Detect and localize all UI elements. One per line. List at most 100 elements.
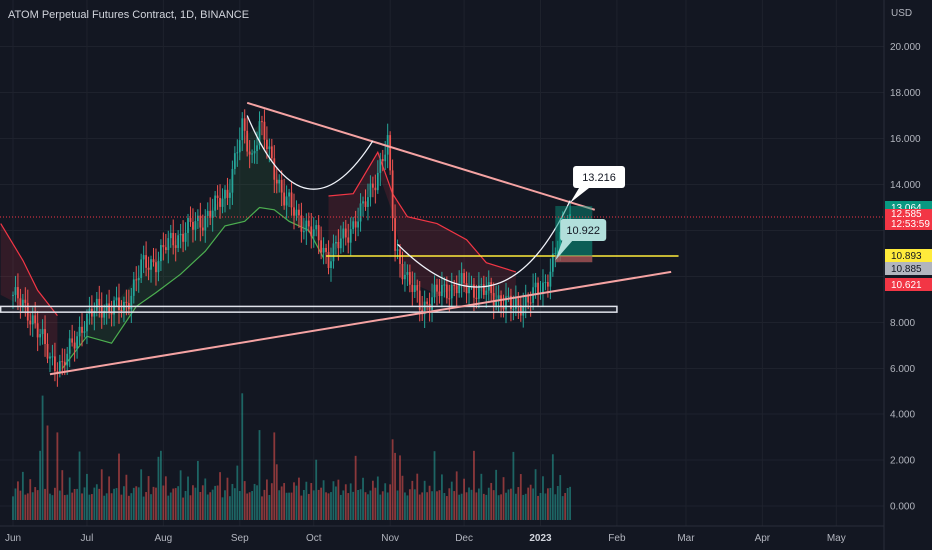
candle-body <box>285 196 288 206</box>
candle-body <box>95 298 98 311</box>
candle-body <box>206 210 209 216</box>
volume-bar <box>157 456 160 520</box>
candle-body <box>194 221 197 230</box>
candle-body <box>514 298 517 309</box>
volume-bar <box>216 485 219 520</box>
candle-body <box>330 261 332 269</box>
volume-bar <box>226 477 229 520</box>
volume-bar <box>34 487 37 520</box>
candle-body <box>512 308 515 310</box>
candle-body <box>312 229 315 237</box>
volume-bar <box>468 487 470 520</box>
price-scale: 20.000 18.000 16.000 14.000 8.000 6.000 4.000 2… <box>885 42 932 513</box>
volume-bar <box>391 439 394 520</box>
volume-bar <box>54 487 56 520</box>
volume-bar <box>310 483 313 520</box>
volume-bar <box>455 471 458 520</box>
candle-body <box>44 329 46 345</box>
volume-bar <box>320 487 323 520</box>
candle-body <box>455 285 458 294</box>
price-tick-label: 6.000 <box>890 364 915 375</box>
volume-bar <box>31 492 34 520</box>
candle-body <box>305 220 308 232</box>
volume-bar <box>160 450 162 520</box>
candle-body <box>544 282 547 284</box>
candle-body <box>394 218 396 251</box>
volume-bar <box>125 474 128 520</box>
candle-body <box>352 221 355 230</box>
candle-body <box>31 315 34 325</box>
volume-bar <box>155 487 157 520</box>
candle-body <box>492 292 495 306</box>
candle-body <box>204 215 207 231</box>
volume-bar <box>433 451 436 520</box>
candle-body <box>411 284 414 292</box>
candle-body <box>359 203 362 222</box>
price-tick-label: 20.000 <box>890 42 921 53</box>
candle-body <box>211 210 214 218</box>
candle-body <box>108 303 111 313</box>
candle-body <box>497 295 500 300</box>
candle-body <box>482 284 485 295</box>
volume-bar <box>416 473 419 520</box>
candle-body <box>135 279 138 281</box>
candle-body <box>73 342 76 349</box>
volume-bar <box>389 484 392 520</box>
volume-bar <box>369 490 372 520</box>
candle-body <box>142 255 145 260</box>
candle-body <box>270 146 273 159</box>
candle-body <box>41 329 44 335</box>
volume-bar <box>527 487 530 520</box>
volume-bar <box>219 472 221 520</box>
candle-body <box>76 336 78 349</box>
volume-bar <box>56 432 59 520</box>
volume-bar <box>248 492 251 520</box>
candle-body <box>302 231 305 233</box>
candle-body <box>275 179 278 184</box>
callout-pointer <box>570 188 590 203</box>
volume-bar <box>492 490 495 520</box>
volume-bar <box>145 492 148 520</box>
volume-bar <box>172 488 175 520</box>
volume-bar <box>105 493 108 520</box>
volume-bar <box>477 488 480 520</box>
candle-body <box>391 170 394 219</box>
volume-bar <box>209 492 212 520</box>
volume-bar <box>339 494 342 520</box>
volume-bar <box>206 494 209 520</box>
volume-bar <box>49 493 51 520</box>
candle-body <box>298 209 300 216</box>
volume-bar <box>177 486 180 520</box>
volume-bar <box>46 425 49 520</box>
candle-body <box>214 195 217 211</box>
volume-bar <box>406 495 409 520</box>
candle-body <box>468 286 470 294</box>
candle-body <box>529 302 532 304</box>
volume-bar <box>90 494 93 520</box>
volume-bar <box>379 494 382 520</box>
volume-bar <box>443 493 446 520</box>
candle-body <box>381 159 384 162</box>
volume-bar <box>273 432 276 520</box>
candle-body <box>445 284 448 299</box>
candle-body <box>332 243 335 262</box>
candle-body <box>522 306 525 316</box>
volume-bar <box>132 487 135 520</box>
candle-body <box>243 118 246 131</box>
volume-bar <box>300 495 303 520</box>
price-tick-label: 2.000 <box>890 456 915 467</box>
volume-bar <box>127 495 130 520</box>
candle-body <box>441 284 443 297</box>
time-tick-label: May <box>827 533 846 544</box>
volume-bar <box>517 487 520 520</box>
volume-bar <box>450 481 453 520</box>
volume-bar <box>21 471 24 520</box>
volume-bar <box>182 497 184 520</box>
volume-bar <box>384 483 387 520</box>
candle-body <box>54 356 56 372</box>
candle-body <box>63 361 66 366</box>
candle-body <box>265 139 268 149</box>
volume-bar <box>411 480 414 520</box>
price-tick-label: 16.000 <box>890 134 921 145</box>
